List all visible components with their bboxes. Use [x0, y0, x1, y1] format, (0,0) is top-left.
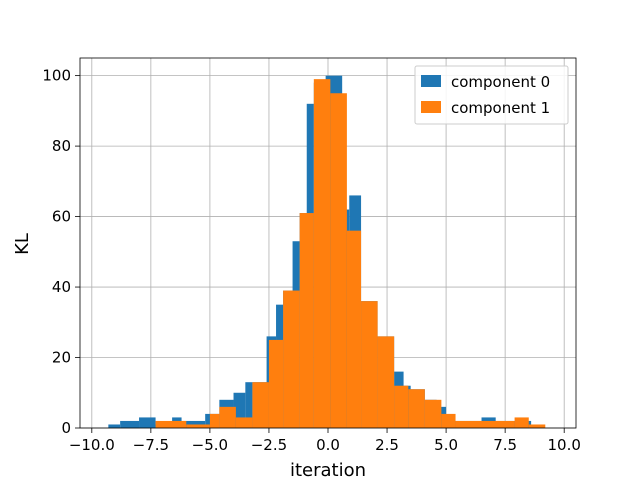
y-axis-ticks: 0 20 40 60 80 100	[42, 67, 80, 437]
bar-series-1	[346, 230, 362, 428]
legend: component 0 component 1	[414, 65, 569, 125]
legend-swatch	[421, 101, 441, 113]
bar-series-0	[120, 420, 140, 428]
bar-series-1	[408, 389, 425, 428]
x-tick-label: −5.0	[192, 436, 228, 454]
x-tick-label: −2.5	[251, 436, 287, 454]
bar-series-1	[209, 413, 220, 428]
y-tick-label: 40	[52, 278, 71, 296]
y-tick-label: 100	[42, 67, 71, 85]
bar-series-1	[514, 417, 529, 428]
bar-series-1	[283, 290, 300, 428]
x-tick-label: 5.0	[434, 436, 458, 454]
x-tick-label: 7.5	[493, 436, 517, 454]
x-tick-label: 10.0	[547, 436, 580, 454]
bar-series-1	[268, 339, 284, 428]
bar-series-1	[155, 420, 187, 428]
bar-series-1	[219, 406, 236, 428]
y-tick-label: 0	[61, 419, 71, 437]
legend-label: component 1	[451, 99, 550, 117]
bar-series-0	[108, 424, 121, 428]
bar-series-1	[394, 385, 409, 428]
y-axis-label: KL	[12, 233, 33, 255]
bar-series-1	[361, 301, 378, 428]
bar-series-1	[186, 424, 210, 428]
bar-series-1	[313, 79, 331, 429]
bar-series-1	[235, 417, 253, 428]
x-tick-label: 2.5	[375, 436, 399, 454]
x-axis-ticks: −10.0 −7.5 −5.0 −2.5 0.0 2.5 5.0 7.5 10.0	[69, 428, 581, 454]
bar-series-0	[233, 392, 246, 428]
bar-series-1	[377, 336, 395, 428]
y-tick-label: 80	[52, 137, 71, 155]
legend-label: component 0	[451, 73, 550, 91]
bar-series-0	[139, 417, 156, 428]
bar-series-1	[528, 424, 546, 428]
x-tick-label: −7.5	[133, 436, 169, 454]
legend-swatch	[421, 75, 441, 87]
y-tick-label: 20	[52, 349, 71, 367]
bar-series-1	[441, 413, 456, 428]
bar-series-0	[245, 382, 253, 428]
y-tick-label: 60	[52, 208, 71, 226]
x-tick-label: 0.0	[316, 436, 340, 454]
bar-series-1	[299, 213, 314, 428]
bar-series-1	[424, 399, 442, 428]
bar-series-1	[330, 93, 347, 428]
x-tick-label: −10.0	[69, 436, 115, 454]
bar-series-1	[455, 420, 515, 428]
x-axis-label: iteration	[290, 460, 366, 480]
histogram-bars	[108, 75, 546, 429]
bar-series-1	[252, 382, 269, 428]
legend-box	[414, 65, 569, 125]
